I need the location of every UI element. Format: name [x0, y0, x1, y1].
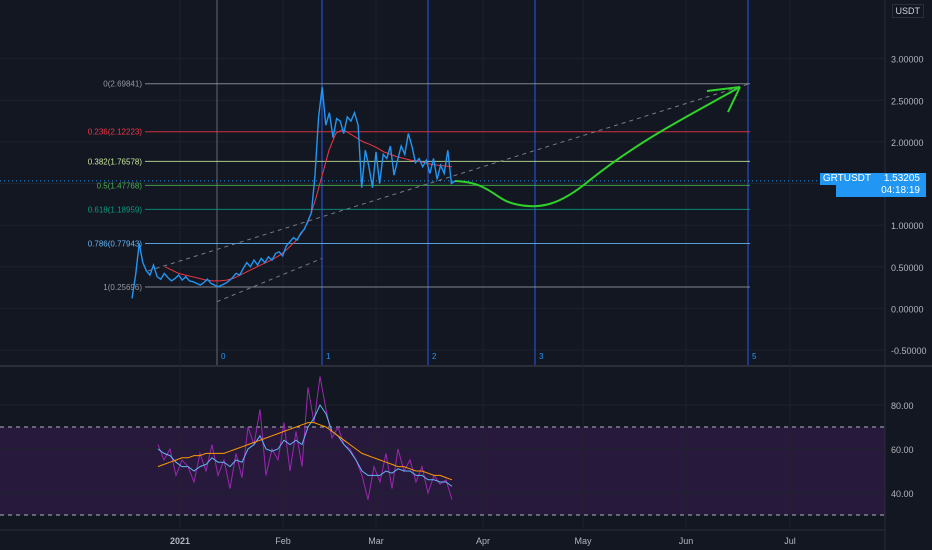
oscillator-axis-label: 40.00: [891, 489, 914, 499]
price-axis-label: 0.00000: [891, 304, 924, 314]
oscillator-series-line: [157, 376, 453, 500]
fib-time-zone-label: 1: [326, 352, 331, 361]
price-axis-label: 2.50000: [891, 96, 924, 106]
price-axis-label: -0.50000: [891, 346, 927, 356]
time-axis-label: Mar: [368, 536, 384, 546]
fib-time-zone-label: 5: [752, 352, 757, 361]
last-price-value: 1.53205: [883, 173, 920, 184]
price-axis-label: 0.50000: [891, 263, 924, 273]
fib-time-zone-label: 0: [221, 352, 226, 361]
oscillator-band-fill: [0, 427, 885, 515]
oscillator-series-line: [157, 403, 453, 487]
time-axis-label: Feb: [275, 536, 291, 546]
fib-time-zone-label: 3: [539, 352, 544, 361]
trend-channel-upper: [147, 83, 751, 272]
time-axis-label: May: [574, 536, 592, 546]
time-axis-label: Jul: [784, 536, 796, 546]
fib-level-label: 0.5(1.47768): [97, 181, 143, 190]
price-line: [131, 86, 456, 299]
currency-label[interactable]: USDT: [891, 4, 924, 18]
time-axis-label: 2021: [170, 536, 190, 546]
fib-level-label: 0.382(1.76578): [88, 157, 143, 166]
oscillator-series-line: [157, 422, 453, 481]
time-axis-label: Jun: [679, 536, 694, 546]
last-price-tag: GRTUSDT 1.53205 04:18:19: [819, 173, 926, 197]
fib-level-label: 0.786(0.77943): [88, 239, 143, 248]
fib-level-label: 0(2.69841): [103, 80, 142, 89]
fib-level-label: 0.236(2.12223): [88, 128, 143, 137]
oscillator-axis-label: 60.00: [891, 445, 914, 455]
fib-time-zone-label: 2: [432, 352, 437, 361]
bar-countdown: 04:18:19: [881, 185, 920, 196]
projection-curve: [454, 86, 741, 208]
price-axis-label: 1.00000: [891, 221, 924, 231]
fib-level-label: 0.618(1.18959): [88, 205, 143, 214]
trend-channel-lower: [216, 257, 323, 303]
price-axis-label: 2.00000: [891, 138, 924, 148]
oscillator-axis-label: 80.00: [891, 401, 914, 411]
fib-level-label: 1(0.25696): [103, 283, 142, 292]
price-axis-label: 3.00000: [891, 55, 924, 65]
symbol-label: GRTUSDT: [819, 173, 874, 185]
projection-arrowhead: [706, 86, 741, 113]
time-axis-label: Apr: [476, 536, 490, 546]
